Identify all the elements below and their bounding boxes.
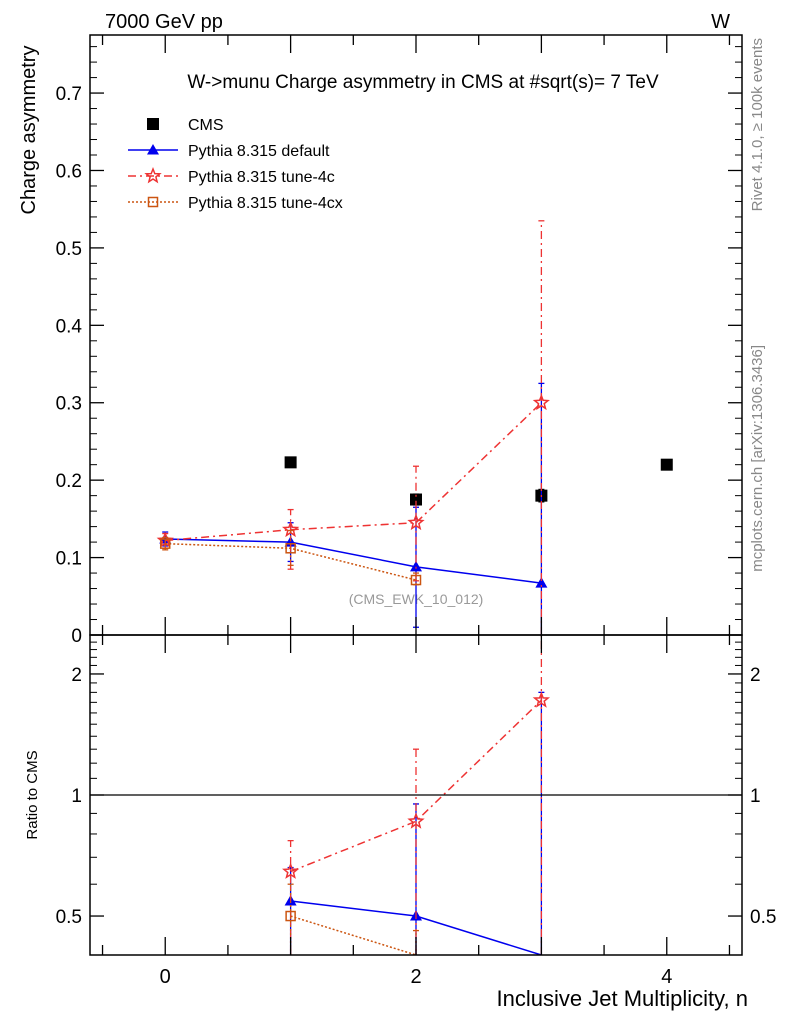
marker-square — [660, 458, 673, 471]
ratio-y-tick-label: 2 — [71, 665, 82, 686]
series-line — [290, 915, 417, 955]
top-right-label: W — [711, 11, 730, 33]
ratio-y-tick-label: 0.5 — [56, 907, 82, 928]
ratio-y-tick-label-right: 0.5 — [750, 907, 776, 928]
main-data — [156, 220, 673, 635]
marker-open-square — [159, 538, 171, 549]
marker-open-square — [285, 910, 296, 922]
y-axis-label: Charge asymmetry — [18, 46, 40, 215]
x-tick-label: 0 — [160, 966, 171, 988]
legend-item: Pythia 8.315 tune-4c — [128, 166, 335, 186]
ratio-y-tick-label-right: 1 — [750, 786, 761, 807]
series-line — [165, 402, 542, 542]
ratio-data — [282, 635, 551, 955]
marker-star — [407, 513, 425, 531]
chart-title: W->munu Charge asymmetry in CMS at #sqrt… — [187, 72, 659, 93]
marker-star — [407, 812, 425, 829]
mcplots-label: mcplots.cern.ch [arXiv:1306.3436] — [749, 345, 766, 572]
ratio-series-pythia-8-315-tune-4cx — [285, 883, 419, 955]
marker-star — [144, 166, 162, 184]
y-tick-label: 0.4 — [56, 316, 83, 337]
marker-star — [532, 691, 551, 708]
legend-item: Pythia 8.315 default — [128, 143, 330, 160]
marker-triangle — [410, 560, 422, 572]
x-axis-label: Inclusive Jet Multiplicity, n — [497, 986, 748, 1011]
legend-item: CMS — [147, 117, 224, 134]
ratio-y-tick-label-right: 2 — [750, 665, 761, 686]
marker-open-square — [285, 543, 296, 554]
y-tick-label: 0 — [71, 626, 82, 647]
legend-item: Pythia 8.315 tune-4cx — [128, 195, 343, 212]
ratio-y-axis-label: Ratio to CMS — [24, 750, 41, 839]
marker-triangle — [535, 577, 548, 588]
marker-triangle — [147, 144, 159, 155]
marker-open-square — [147, 196, 159, 208]
legend: CMS Pythia 8.315 default Pythia 8.315 tune… — [128, 117, 343, 212]
ratio-series-pythia-8-315-default — [284, 691, 545, 955]
y-tick-label: 0.1 — [56, 549, 82, 570]
marker-square — [147, 118, 159, 130]
main-series-pythia-8-315-tune-4cx — [159, 529, 422, 586]
legend-label: Pythia 8.315 tune-4cx — [188, 195, 343, 212]
marker-star — [156, 531, 174, 548]
y-tick-label: 0.5 — [56, 239, 82, 260]
marker-star — [282, 862, 300, 879]
ratio-y-tick-label: 1 — [71, 786, 82, 807]
marker-square — [284, 456, 297, 469]
top-left-label: 7000 GeV pp — [105, 11, 223, 33]
main-series-pythia-8-315-tune-4c — [156, 220, 550, 635]
rivet-version-label: Rivet 4.1.0, ≥ 100k events — [749, 38, 766, 211]
series-line — [165, 538, 542, 584]
x-tick-label: 4 — [661, 966, 672, 988]
legend-label: Pythia 8.315 tune-4c — [188, 169, 335, 186]
y-tick-label: 0.2 — [56, 471, 82, 492]
y-tick-label: 0.3 — [56, 394, 82, 415]
y-tick-label: 0.6 — [56, 161, 82, 182]
x-tick-label: 2 — [410, 966, 421, 988]
legend-label: CMS — [188, 117, 224, 134]
ratio-plot-frame — [89, 634, 743, 956]
legend-label: Pythia 8.315 default — [188, 143, 330, 160]
marker-square — [410, 493, 422, 506]
y-tick-label: 0.7 — [56, 84, 82, 105]
marker-star — [532, 393, 550, 411]
marker-open-square — [410, 574, 422, 586]
axes: 0 0.1 0.2 0.3 0.4 0.5 0.6 0.7 0.5 0.5 1 1 2 2 0 2 4 — [56, 35, 776, 988]
